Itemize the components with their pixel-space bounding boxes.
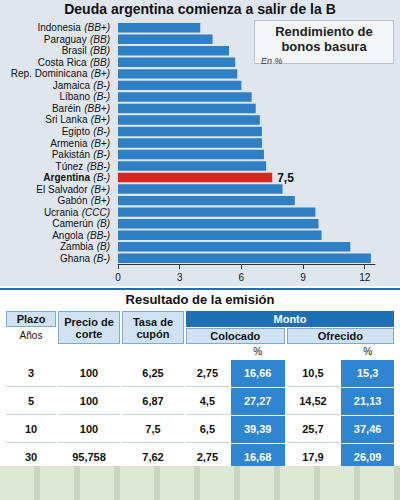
svg-text:Costa Rica: Costa Rica: [38, 57, 87, 68]
svg-text:(B-): (B-): [93, 80, 110, 91]
svg-text:(B-): (B-): [93, 253, 110, 264]
html-text:En %: En %: [261, 56, 283, 66]
html-text:16,68: 16,68: [243, 451, 272, 463]
svg-text:(B-): (B-): [93, 126, 110, 137]
html-text:37,46: 37,46: [353, 423, 382, 435]
html-text:7,62: 7,62: [142, 451, 164, 463]
svg-text:El Salvador: El Salvador: [36, 184, 88, 195]
svg-text:(B): (B): [97, 218, 110, 229]
html-text:2,75: 2,75: [196, 451, 219, 463]
svg-text:Argentina: Argentina: [43, 172, 90, 183]
svg-text:(B+): (B+): [91, 138, 110, 149]
html-text:Deuda argentina comienza a sal: Deuda argentina comienza a salir de la B: [64, 1, 336, 17]
svg-text:Indonesia: Indonesia: [37, 22, 81, 33]
html-text:30: 30: [24, 451, 38, 463]
html-text:10,5: 10,5: [302, 367, 324, 379]
html-text:Monto: Monto: [273, 313, 307, 325]
svg-text:(BB-): (BB-): [87, 230, 110, 241]
svg-text:(B-): (B-): [93, 172, 110, 183]
html-text:2,75: 2,75: [196, 367, 219, 379]
svg-text:Ghana: Ghana: [60, 253, 90, 264]
svg-text:(B+): (B+): [91, 114, 110, 125]
html-text:Rendimiento de bonos basura: Rendimiento de bonos basura: [275, 24, 373, 54]
svg-text:6: 6: [239, 272, 245, 283]
html-text:6,5: 6,5: [199, 423, 215, 435]
svg-text:(BB): (BB): [90, 34, 110, 45]
svg-text:(BB-): (BB-): [86, 160, 110, 172]
svg-text:(B-): (B-): [93, 149, 110, 160]
html-text:16,66: 16,66: [243, 367, 272, 379]
svg-text:Zambia: Zambia: [60, 241, 94, 252]
html-text:Ofrecido: Ofrecido: [317, 330, 363, 342]
svg-text:Paraguay: Paraguay: [44, 34, 87, 45]
svg-text:Gabón: Gabón: [57, 195, 87, 206]
svg-text:Pakistán: Pakistán: [51, 149, 90, 160]
svg-text:(BB+): (BB+): [84, 22, 110, 34]
html-text:17,9: 17,9: [302, 451, 324, 463]
html-text:27,27: 27,27: [243, 395, 272, 407]
svg-text:Angola: Angola: [52, 230, 84, 241]
svg-text:(BB): (BB): [90, 57, 110, 68]
svg-text:(BB): (BB): [90, 45, 110, 56]
svg-text:(B+): (B+): [91, 68, 110, 79]
svg-text:Rep. Dominicana: Rep. Dominicana: [11, 68, 88, 79]
html-text:15,3: 15,3: [356, 367, 379, 379]
html-text:14,52: 14,52: [299, 395, 327, 407]
svg-text:Jamaica: Jamaica: [53, 80, 91, 91]
svg-text:(B+): (B+): [91, 184, 110, 195]
svg-text:Brasil: Brasil: [62, 45, 87, 56]
html-text:26,09: 26,09: [353, 451, 382, 463]
svg-text:9: 9: [300, 272, 306, 283]
html-text:Tasa de cupón: Tasa de cupón: [132, 315, 174, 340]
svg-text:(B+): (B+): [91, 195, 110, 206]
html-text:25,7: 25,7: [302, 423, 324, 435]
html-text:10: 10: [24, 423, 38, 435]
html-text:3: 3: [27, 367, 35, 379]
svg-text:Baréin: Baréin: [52, 103, 81, 114]
html-text:4,5: 4,5: [199, 395, 215, 407]
html-text:100: 100: [79, 395, 99, 407]
html-text:7,5: 7,5: [145, 423, 161, 435]
svg-text:12: 12: [359, 272, 371, 283]
html-text:Precio de corte: Precio de corte: [64, 315, 114, 340]
svg-text:Camerún: Camerún: [52, 218, 93, 229]
html-text:5: 5: [27, 395, 35, 407]
svg-text:Sri Lanka: Sri Lanka: [45, 114, 88, 125]
html-text:Plazo: Plazo: [16, 313, 46, 325]
html-text:6,25: 6,25: [142, 367, 164, 379]
html-text:21,13: 21,13: [353, 395, 382, 407]
svg-text:Egipto: Egipto: [62, 126, 91, 137]
html-text:100: 100: [79, 423, 99, 435]
svg-text:0: 0: [115, 272, 121, 283]
html-text:Años: Años: [19, 330, 43, 341]
html-text:Colocado: Colocado: [210, 330, 261, 342]
html-text:39,39: 39,39: [243, 423, 272, 435]
svg-text:Líbano: Líbano: [59, 91, 90, 102]
html-text:Resultado de la emisión: Resultado de la emisión: [125, 292, 275, 307]
svg-text:(BB+): (BB+): [84, 102, 110, 114]
svg-text:7,5: 7,5: [277, 171, 294, 185]
html-text:95,758: 95,758: [72, 451, 106, 463]
html-text:6,87: 6,87: [142, 395, 164, 407]
svg-text:Túnez: Túnez: [56, 161, 84, 172]
html-text:100: 100: [79, 367, 99, 379]
svg-text:(B): (B): [97, 241, 110, 252]
svg-text:3: 3: [177, 272, 183, 283]
svg-text:(B-): (B-): [93, 91, 110, 102]
svg-text:(CCC): (CCC): [81, 206, 110, 218]
svg-text:Armenia: Armenia: [50, 138, 88, 149]
svg-text:Ucrania: Ucrania: [44, 207, 79, 218]
